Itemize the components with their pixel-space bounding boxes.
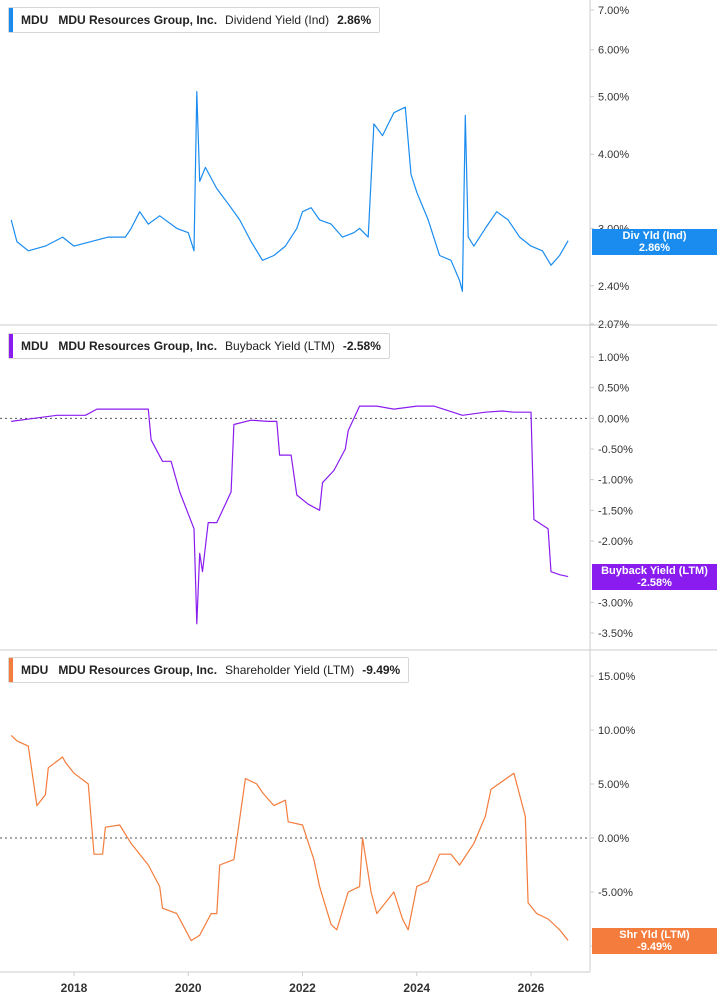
y-tick-label: 10.00% [598, 725, 636, 737]
y-tick-label: 7.00% [598, 5, 629, 17]
legend-color-bar [9, 658, 13, 682]
legend-metric: Buyback Yield (LTM) [225, 339, 335, 353]
x-tick-label: 2018 [61, 981, 88, 995]
legend-metric: Dividend Yield (Ind) [225, 13, 330, 27]
legend-company: MDU Resources Group, Inc. [58, 13, 218, 27]
y-tick-label: 0.00% [598, 413, 629, 425]
legend-value: -2.58% [342, 339, 381, 353]
tag-value: -9.49% [637, 941, 672, 953]
tag-value: -2.58% [637, 577, 672, 589]
y-tick-label: 5.00% [598, 779, 629, 791]
legend-dividend-yield: MDU MDU Resources Group, Inc. Dividend Y… [8, 7, 381, 33]
legend-metric: Shareholder Yield (LTM) [225, 663, 355, 677]
tag-label: Buyback Yield (LTM) [601, 565, 708, 577]
x-tick-label: 2022 [289, 981, 316, 995]
legend-ticker: MDU [21, 13, 49, 27]
legend-value: -9.49% [362, 663, 401, 677]
y-tick-label: 0.50% [598, 383, 629, 395]
y-axis-labels: 7.00%6.00%5.00%4.00%3.00%2.40%2.07%1.00%… [590, 5, 639, 953]
y-tick-label: -1.50% [598, 505, 633, 517]
legend-ticker: MDU [21, 339, 49, 353]
value-tag-buyback-yield: Buyback Yield (LTM) -2.58% [592, 564, 717, 590]
legend-buyback-yield: MDU MDU Resources Group, Inc. Buyback Yi… [8, 333, 390, 359]
y-tick-label: -0.50% [598, 444, 633, 456]
legend-value: 2.86% [337, 13, 372, 27]
y-tick-label: 15.00% [598, 671, 636, 683]
y-tick-label: -3.00% [598, 597, 633, 609]
legend-color-bar [9, 8, 13, 32]
x-tick-label: 2020 [175, 981, 202, 995]
tag-label: Shr Yld (LTM) [619, 929, 690, 941]
panel-separators [0, 324, 717, 973]
y-tick-label: -1.00% [598, 475, 633, 487]
y-tick-label: 5.00% [598, 92, 629, 104]
x-tick-label: 2024 [403, 981, 430, 995]
y-tick-label: -3.50% [598, 628, 633, 640]
y-tick-label: 4.00% [598, 149, 629, 161]
y-tick-label: -5.00% [598, 887, 633, 899]
series-line [10, 734, 569, 942]
legend-color-bar [9, 334, 13, 358]
y-tick-label: 1.00% [598, 352, 629, 364]
series-line [10, 90, 569, 292]
series-line [11, 405, 569, 625]
tag-label: Div Yld (Ind) [622, 230, 687, 242]
series-layer [10, 90, 569, 942]
y-tick-label: 6.00% [598, 45, 629, 57]
y-tick-label: 2.40% [598, 281, 629, 293]
y-tick-label: -2.00% [598, 536, 633, 548]
legend-company: MDU Resources Group, Inc. [58, 663, 218, 677]
x-axis-labels: 2018 2020 2022 2024 2026 [61, 972, 545, 995]
legend-company: MDU Resources Group, Inc. [58, 339, 218, 353]
tag-value: 2.86% [638, 242, 671, 254]
value-tag-shareholder-yield: Shr Yld (LTM) -9.49% [592, 928, 717, 954]
value-tag-dividend-yield: Div Yld (Ind) 2.86% [592, 229, 717, 255]
x-tick-label: 2026 [518, 981, 545, 995]
zero-lines [0, 417, 590, 839]
legend-shareholder-yield: MDU MDU Resources Group, Inc. Shareholde… [8, 657, 410, 683]
legend-ticker: MDU [21, 663, 49, 677]
y-tick-label: 0.00% [598, 833, 629, 845]
y-tick-label: 2.07% [598, 319, 629, 331]
